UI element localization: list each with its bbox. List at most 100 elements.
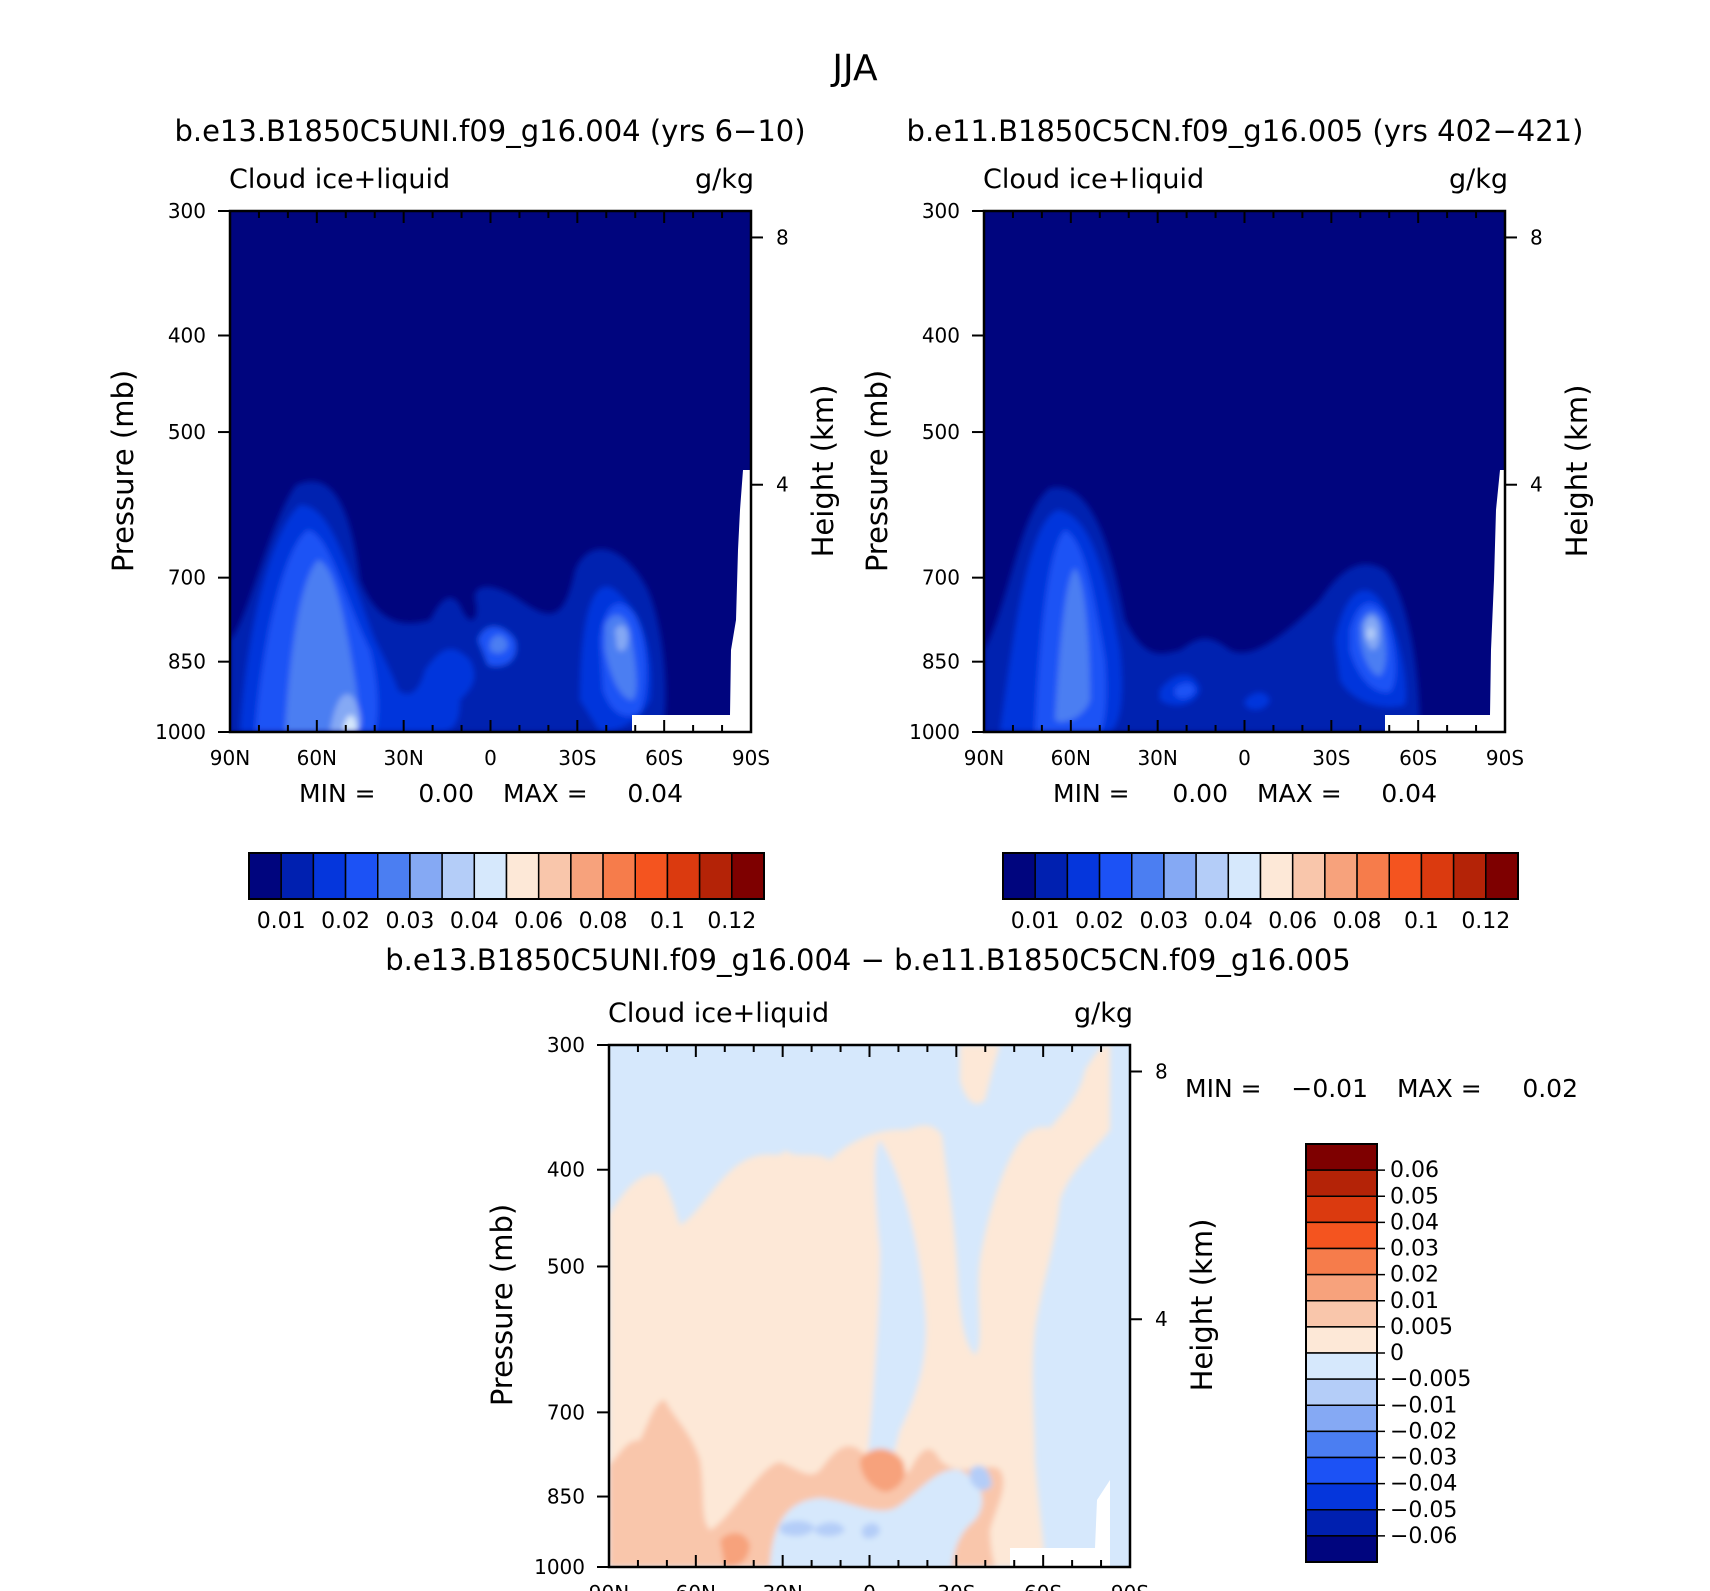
colorbar-label: 0.04 — [1390, 1210, 1439, 1235]
contour-level-neg1 — [865, 1140, 926, 1520]
x-tick-label: 0 — [1238, 746, 1251, 770]
colorbar-swatch — [537, 852, 572, 900]
contour-fills — [984, 487, 1420, 732]
colorbar-label: 0.03 — [1390, 1237, 1439, 1262]
colorbar-swatch — [1305, 1143, 1378, 1171]
plot-area-diff — [609, 1045, 1130, 1567]
missing-data-mask — [1010, 1480, 1110, 1567]
y-tick-label: 850 — [922, 650, 960, 674]
max-label: MAX = — [1257, 779, 1342, 808]
colorbar-swatch — [248, 852, 282, 900]
max-label: MAX = — [503, 779, 588, 808]
x-tick-label: 30S — [558, 746, 596, 770]
colorbar-label: 0.05 — [1390, 1184, 1439, 1209]
colorbar-label: −0.04 — [1390, 1472, 1457, 1497]
colorbar-swatch — [1305, 1378, 1378, 1406]
colorbar-swatch — [634, 852, 669, 900]
y-tick-label: 700 — [922, 566, 960, 590]
y-right-axis-label: Height (km) — [1560, 385, 1594, 558]
colorbar-frame — [1002, 852, 1519, 900]
colorbar-swatch — [344, 852, 379, 900]
colorbar-label: −0.03 — [1390, 1446, 1457, 1471]
colorbar-swatch — [473, 852, 508, 900]
colorbar-label: −0.02 — [1390, 1419, 1457, 1444]
colorbar-swatch — [731, 852, 765, 900]
subtitle-units: g/kg — [1449, 164, 1508, 195]
colorbar-swatch — [1305, 1509, 1378, 1537]
x-tick-label: 60S — [1024, 1581, 1062, 1591]
colorbar-label: 0.12 — [1461, 909, 1510, 934]
subtitle-units: g/kg — [695, 164, 754, 195]
y-right-axis-label: Height (km) — [1185, 1219, 1219, 1392]
x-axis: 90N 60N 30N 0 30S 60S 90S — [964, 211, 1524, 770]
y-right-axis: 84 — [1130, 1059, 1168, 1331]
subtitle-left: Cloud ice+liquid — [229, 164, 450, 195]
colorbar-swatch — [1227, 852, 1262, 900]
contour-level-6 — [1367, 627, 1375, 640]
colorbar-swatch — [1098, 852, 1133, 900]
min-label: MIN = — [1053, 779, 1130, 808]
colorbar-swatch — [1002, 852, 1036, 900]
y-tick-label: 400 — [547, 1158, 585, 1182]
colorbar-label: 0.02 — [321, 909, 370, 934]
colorbar-label: 0.04 — [1204, 909, 1253, 934]
y-tick-label: 400 — [168, 323, 206, 347]
colorbar-label: 0 — [1390, 1341, 1404, 1366]
contour-fills — [609, 1045, 1110, 1567]
y-right-tick-label: 4 — [1530, 473, 1543, 497]
y-right-tick-label: 4 — [1155, 1307, 1168, 1331]
colorbar-label: 0.02 — [1075, 909, 1124, 934]
colorbar-swatch — [1259, 852, 1294, 900]
colorbar-swatch — [1485, 852, 1519, 900]
colorbar-swatch — [280, 852, 315, 900]
contour-level-neg2 — [780, 1465, 992, 1539]
colorbar-swatch — [1324, 852, 1358, 900]
contour-level-pos1 — [609, 1045, 1110, 1567]
colorbar-label: 0.04 — [450, 909, 499, 934]
colorbar-label: −0.01 — [1390, 1393, 1457, 1418]
colorbar-label: 0.1 — [650, 909, 685, 934]
colorbar-swatch — [1305, 1221, 1378, 1250]
colorbar-swatch — [1305, 1456, 1378, 1485]
colorbar-label: 0.08 — [579, 909, 628, 934]
colorbar-label: 0.01 — [257, 909, 306, 934]
colorbar-swatch — [1305, 1352, 1378, 1380]
colorbar-swatch — [409, 852, 443, 900]
y-right-tick-label: 8 — [1155, 1059, 1168, 1083]
contour-fills — [230, 481, 666, 732]
colorbar-swatch — [602, 852, 636, 900]
panel-left-title: b.e13.B1850C5UNI.f09_g16.004 (yrs 6−10) — [174, 114, 805, 148]
colorbar-swatch — [1388, 852, 1423, 900]
y-tick-label: 300 — [547, 1033, 585, 1057]
x-tick-label: 0 — [863, 1581, 876, 1591]
x-tick-label: 90N — [210, 746, 250, 770]
season-title: JJA — [830, 48, 878, 89]
y-tick-label: 500 — [547, 1254, 585, 1278]
colorbar-swatch — [441, 852, 476, 900]
y-tick-label: 500 — [922, 420, 960, 444]
x-tick-label: 30S — [1312, 746, 1350, 770]
y-axis: 300 400 500 700 850 1000 — [909, 199, 984, 744]
colorbar-swatch — [1305, 1195, 1378, 1224]
y-axis: 300 400 500 700 850 1000 — [155, 199, 230, 744]
x-tick-label: 60N — [1051, 746, 1091, 770]
contour-level-4 — [285, 560, 637, 732]
x-tick-label: 30N — [1137, 746, 1177, 770]
subtitle-units: g/kg — [1074, 998, 1133, 1029]
x-axis: 90N 60N 30N 0 30S 60S 90S — [210, 211, 770, 770]
colorbar: 0.01 0.02 0.03 0.04 0.06 0.08 0.1 0.12 — [1002, 852, 1519, 934]
x-tick-label: 90S — [1486, 746, 1524, 770]
colorbar-frame — [248, 852, 765, 900]
colorbar-swatch — [570, 852, 604, 900]
colorbar-swatch — [1452, 852, 1487, 900]
colorbar-label: 0.1 — [1404, 909, 1439, 934]
x-tick-label: 90N — [589, 1581, 629, 1591]
y-tick-label: 1000 — [155, 720, 206, 744]
min-label: MIN = — [299, 779, 376, 808]
x-tick-label: 60N — [297, 746, 337, 770]
colorbar-label: 0.01 — [1390, 1289, 1439, 1314]
panel-right-title: b.e11.B1850C5CN.f09_g16.005 (yrs 402−421… — [907, 114, 1584, 148]
panel-right: 90N 60N 30N 0 30S 60S 90S 3004005007008501000 … — [860, 164, 1594, 934]
